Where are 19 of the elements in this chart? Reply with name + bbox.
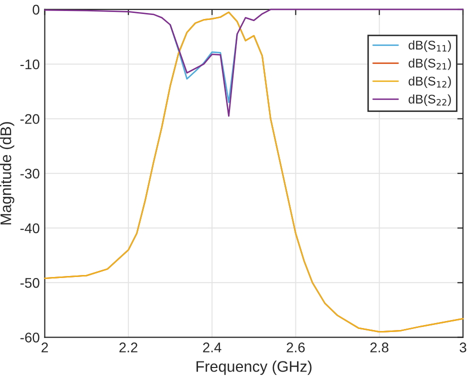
x-tick-label: 2.2: [119, 342, 138, 352]
legend-label: dB(S$_{22}$): [408, 94, 451, 106]
legend-label: dB(S$_{11}$): [408, 40, 451, 52]
y-tick-label: -50: [20, 278, 40, 288]
y-tick-label: -30: [20, 168, 40, 179]
y-tick-label: -10: [20, 59, 40, 70]
x-axis-title: Frequency (GHz): [196, 360, 312, 375]
x-tick-label: 2.4: [203, 342, 222, 352]
x-tick-label: 3: [460, 342, 466, 352]
y-axis-title: Magnitude (dB): [0, 122, 14, 224]
y-tick-label: -20: [20, 114, 40, 124]
legend-label: dB(S$_{21}$): [408, 58, 451, 70]
y-tick-label: 0: [32, 4, 40, 15]
y-tick-label: -60: [20, 332, 40, 342]
legend-label: dB(S$_{12}$): [408, 76, 451, 88]
x-tick-label: 2.8: [370, 342, 388, 352]
y-tick-label: -40: [20, 223, 40, 234]
x-tick-label: 2: [42, 342, 48, 352]
x-tick-label: 2.6: [286, 342, 305, 352]
